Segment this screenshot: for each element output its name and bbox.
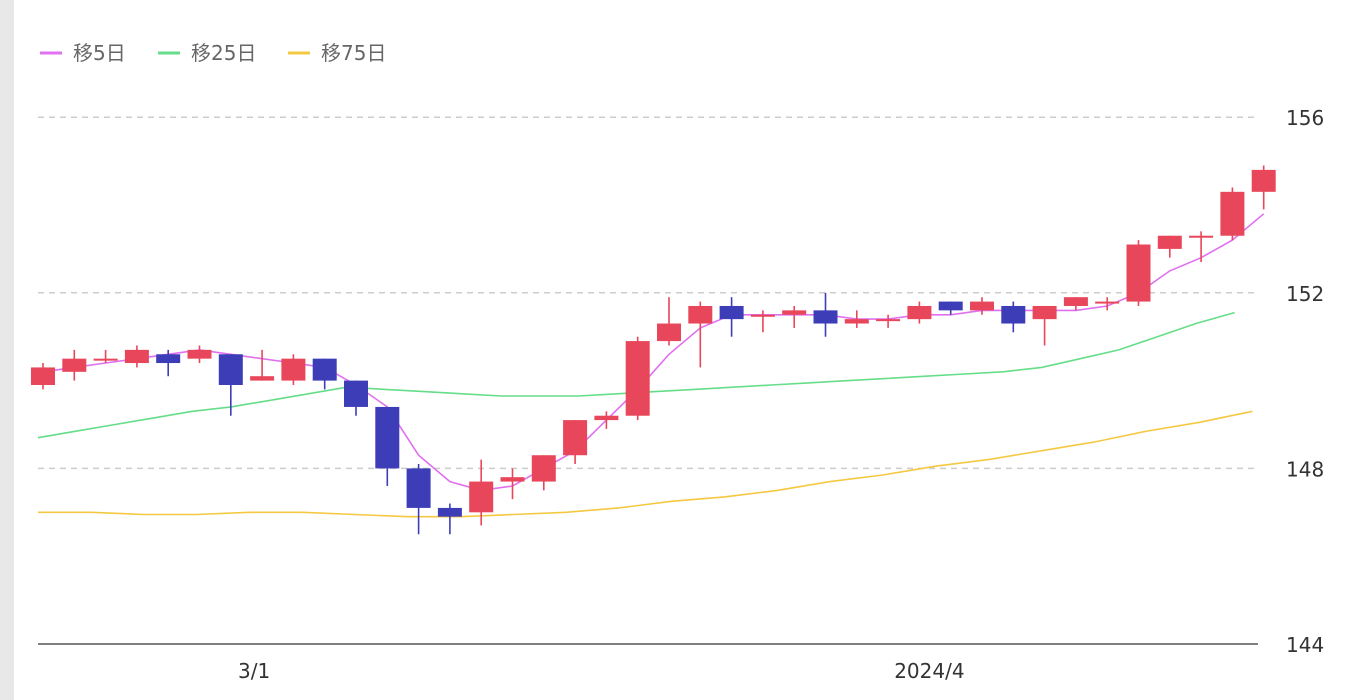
candle-body bbox=[688, 305, 713, 324]
candle-body bbox=[93, 358, 118, 361]
legend-label: 移25日 bbox=[191, 41, 256, 65]
ma-line-3 bbox=[38, 410, 1253, 518]
candle-body bbox=[1032, 305, 1057, 320]
candle-body bbox=[876, 319, 901, 322]
candle-body bbox=[907, 305, 932, 320]
candle-body bbox=[1251, 169, 1276, 192]
candle-body bbox=[719, 305, 744, 320]
candle-body bbox=[406, 468, 431, 508]
candle-body bbox=[1001, 305, 1026, 324]
left-border-strip bbox=[0, 0, 14, 700]
candle-body bbox=[375, 406, 400, 469]
candle-body bbox=[782, 310, 807, 315]
y-tick-label: 152 bbox=[1286, 282, 1324, 306]
candle-body bbox=[500, 477, 525, 482]
candle-body bbox=[1095, 301, 1120, 304]
candle-body bbox=[750, 314, 775, 317]
candle-body bbox=[1157, 235, 1182, 249]
candle-body bbox=[1126, 244, 1151, 302]
candle-body bbox=[938, 301, 963, 311]
x-tick-label: 2024/4 bbox=[894, 659, 964, 683]
y-gridlines bbox=[38, 116, 1258, 470]
candle-body bbox=[156, 354, 181, 364]
candle-body bbox=[970, 301, 994, 311]
candle-body bbox=[1189, 235, 1214, 238]
candle-body bbox=[1063, 297, 1088, 306]
candle-body bbox=[437, 507, 462, 517]
axes: 144 148 152 156 3/1 2024/4 bbox=[38, 106, 1324, 683]
candle-body bbox=[1220, 191, 1245, 236]
legend-label: 移5日 bbox=[73, 41, 126, 65]
candle-body bbox=[62, 358, 87, 372]
candle-body bbox=[312, 358, 337, 381]
candle-body bbox=[124, 349, 149, 364]
candle-body bbox=[563, 420, 588, 456]
candle-body bbox=[625, 341, 650, 416]
chart-legend: 移5日 移25日 移75日 bbox=[40, 41, 386, 65]
candle-body bbox=[469, 481, 494, 513]
candle-body bbox=[344, 380, 368, 407]
y-tick-label: 148 bbox=[1286, 457, 1324, 481]
candles bbox=[31, 165, 1276, 535]
candle-body bbox=[218, 354, 243, 385]
candle-body bbox=[657, 323, 681, 342]
candle-body bbox=[250, 376, 275, 381]
x-tick-label: 3/1 bbox=[238, 659, 270, 683]
candle-body bbox=[844, 319, 869, 324]
candle-body bbox=[31, 367, 55, 385]
legend-label: 移75日 bbox=[321, 41, 386, 65]
candle-body bbox=[594, 415, 619, 421]
y-tick-label: 156 bbox=[1286, 106, 1324, 130]
candle-body bbox=[813, 310, 838, 324]
candle-body bbox=[187, 349, 212, 359]
candle-body bbox=[281, 358, 306, 381]
ma-line-1 bbox=[42, 213, 1265, 492]
candle-body bbox=[531, 455, 556, 482]
y-tick-label: 144 bbox=[1286, 633, 1324, 657]
